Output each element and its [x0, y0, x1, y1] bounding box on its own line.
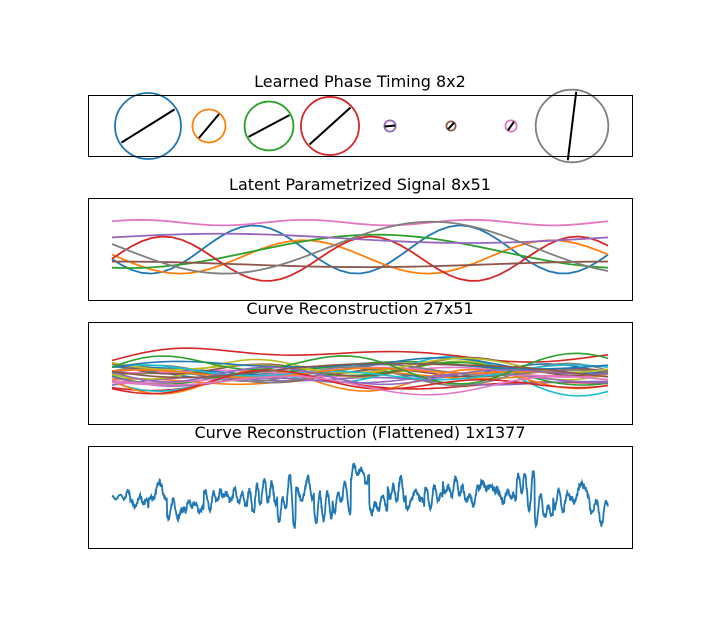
- phase-hand-3: [248, 114, 290, 138]
- reconstruction-line-27: [111, 375, 609, 396]
- latent-line-4: [111, 235, 609, 282]
- phase-hand-7: [507, 121, 515, 131]
- phase-circle-4: [300, 96, 360, 156]
- phase-circle-7: [504, 119, 518, 133]
- phase-hand-5: [384, 124, 396, 128]
- panel-3-title: Curve Reconstruction 27x51: [246, 299, 473, 318]
- reconstruction-line-22: [111, 367, 609, 379]
- panel-phase-timing: Learned Phase Timing 8x2: [88, 72, 633, 164]
- reconstruction-line-23: [111, 352, 609, 385]
- flattened-line-path: [111, 462, 609, 529]
- latent-signal-lines: [111, 218, 609, 282]
- phase-circles: [114, 88, 610, 164]
- phase-hand-2: [198, 113, 220, 139]
- panel-3-frame: [88, 322, 633, 425]
- phase-hand-8: [566, 91, 578, 161]
- panel-flattened-reconstruction: Curve Reconstruction (Flattened) 1x1377: [88, 423, 633, 549]
- phase-hand-6: [447, 122, 455, 130]
- latent-line-5: [111, 232, 609, 244]
- phase-circle-5: [383, 119, 397, 133]
- phase-hand-1: [120, 108, 176, 144]
- panel-1-frame: [88, 95, 633, 157]
- phase-circle-1: [114, 92, 182, 160]
- panel-1-title: Learned Phase Timing 8x2: [254, 72, 466, 91]
- panel-curve-reconstruction: Curve Reconstruction 27x51: [88, 299, 633, 425]
- reconstruction-line-14: [111, 347, 609, 363]
- phase-circle-6: [445, 120, 457, 132]
- panel-2-frame: [88, 198, 633, 301]
- latent-line-6: [112, 260, 609, 269]
- reconstruction-line-21: [111, 360, 609, 370]
- latent-line-7: [111, 218, 609, 227]
- phase-circle-3: [243, 100, 295, 152]
- reconstruction-lines: [111, 347, 609, 397]
- reconstruction-line-24: [111, 369, 609, 395]
- phase-circle-8: [534, 88, 610, 164]
- phase-circle-2: [191, 108, 227, 144]
- flattened-line: [111, 462, 609, 529]
- panel-4-frame: [88, 446, 633, 549]
- panel-4-title: Curve Reconstruction (Flattened) 1x1377: [194, 423, 525, 442]
- phase-hand-4: [308, 106, 352, 146]
- reconstruction-line-26: [111, 362, 609, 379]
- panel-2-title: Latent Parametrized Signal 8x51: [229, 175, 491, 194]
- reconstruction-line-25: [111, 366, 609, 386]
- panel-latent-signal: Latent Parametrized Signal 8x51: [88, 175, 633, 301]
- latent-line-8: [111, 220, 609, 275]
